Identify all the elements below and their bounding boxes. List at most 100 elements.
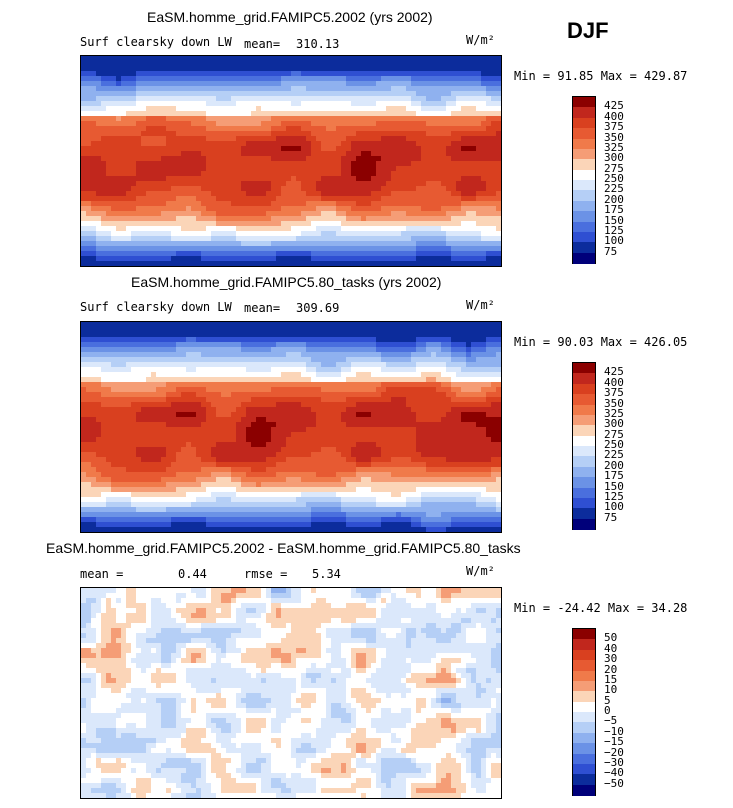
colorbar-cell xyxy=(573,404,595,416)
colorbar-cell xyxy=(573,394,595,405)
colorbar-cell xyxy=(573,732,595,744)
colorbar-tick-label: 175 xyxy=(604,469,624,483)
panel-1-map xyxy=(80,55,502,267)
colorbar-cell xyxy=(573,743,595,754)
colorbar-tick-label: −5 xyxy=(604,714,618,728)
season-label: DJF xyxy=(567,18,609,43)
colorbar-tick-label: 75 xyxy=(604,244,618,258)
panel-2-minmax: Min = 90.03 Max = 426.05 xyxy=(514,335,688,349)
colorbar-cell xyxy=(573,414,595,426)
panel-2-colorbar xyxy=(572,362,596,530)
panel-3-title: EaSM.homme_grid.FAMIPC5.2002 - EaSM.homm… xyxy=(46,540,521,556)
colorbar-tick-label: 0 xyxy=(604,704,611,717)
colorbar-cell xyxy=(573,363,595,374)
colorbar-cell xyxy=(573,784,595,796)
field-raster xyxy=(81,322,501,532)
colorbar-cell xyxy=(573,670,595,682)
panel-3-map xyxy=(80,587,502,799)
colorbar-tick-label: 375 xyxy=(604,120,624,134)
panel-3-mean-value: 0.44 xyxy=(178,567,207,581)
colorbar-tick-label: 350 xyxy=(604,130,624,144)
colorbar-cell xyxy=(573,446,595,457)
colorbar-cell xyxy=(573,117,595,129)
colorbar-tick-label: 100 xyxy=(604,500,624,514)
panel-1-mean-value: 310.13 xyxy=(296,37,340,51)
panel-1-title: EaSM.homme_grid.FAMIPC5.2002 (yrs 2002) xyxy=(147,9,433,25)
colorbar-tick-label: 225 xyxy=(604,448,624,462)
field-raster xyxy=(81,588,501,798)
colorbar-cell xyxy=(573,691,595,703)
colorbar-cell xyxy=(573,722,595,734)
panel-3-units: W/m² xyxy=(466,564,495,578)
panel-1-units: W/m² xyxy=(466,33,495,47)
colorbar-cell xyxy=(573,148,595,160)
colorbar-cell xyxy=(573,660,595,671)
panel-2-map xyxy=(80,321,502,533)
panel-2-units: W/m² xyxy=(466,298,495,312)
panel-2-title: EaSM.homme_grid.FAMIPC5.80_tasks (yrs 20… xyxy=(131,274,442,290)
colorbar-tick-label: 425 xyxy=(604,99,624,113)
colorbar-tick-label: 250 xyxy=(604,438,624,451)
colorbar-tick-label: 100 xyxy=(604,234,624,248)
colorbar-cell xyxy=(573,774,595,786)
panel-1-mean-label: mean= xyxy=(244,37,281,51)
panel-2-variable: Surf clearsky down LW xyxy=(80,300,232,314)
colorbar-tick-label: −10 xyxy=(604,724,624,738)
colorbar-tick-label: 425 xyxy=(604,365,624,379)
colorbar-cell xyxy=(573,138,595,150)
colorbar-tick-label: 250 xyxy=(604,172,624,185)
colorbar-cell xyxy=(573,383,595,395)
colorbar-tick-label: 175 xyxy=(604,203,624,217)
colorbar-cell xyxy=(573,649,595,661)
colorbar-tick-label: 300 xyxy=(604,417,624,431)
colorbar-tick-label: 15 xyxy=(604,672,618,686)
colorbar-tick-label: 125 xyxy=(604,223,624,237)
colorbar-tick-label: −40 xyxy=(604,766,624,780)
colorbar-cell xyxy=(573,508,595,520)
colorbar-cell xyxy=(573,456,595,468)
colorbar-cell xyxy=(573,211,595,222)
colorbar-cell xyxy=(573,373,595,385)
panel-3-minmax: Min = -24.42 Max = 34.28 xyxy=(514,601,688,615)
colorbar-tick-label: −20 xyxy=(604,745,624,759)
panel-3-colorbar xyxy=(572,628,596,796)
colorbar-cell xyxy=(573,763,595,775)
colorbar-cell xyxy=(573,252,595,264)
colorbar-tick-label: 125 xyxy=(604,489,624,503)
colorbar-tick-label: −30 xyxy=(604,755,624,769)
colorbar-tick-label: 150 xyxy=(604,213,624,227)
colorbar-cell xyxy=(573,701,595,713)
colorbar-tick-label: 375 xyxy=(604,386,624,400)
panel-1-colorbar xyxy=(572,96,596,264)
colorbar-tick-label: 325 xyxy=(604,406,624,420)
colorbar-tick-label: 20 xyxy=(604,662,618,676)
colorbar-cell xyxy=(573,97,595,108)
colorbar-cell xyxy=(573,680,595,692)
colorbar-tick-label: 200 xyxy=(604,458,624,472)
colorbar-tick-label: 325 xyxy=(604,140,624,154)
colorbar-cell xyxy=(573,518,595,530)
colorbar-cell xyxy=(573,425,595,437)
panel-1-variable: Surf clearsky down LW xyxy=(80,35,232,49)
panel-3-mean-label: mean = xyxy=(80,567,124,581)
panel-1-minmax: Min = 91.85 Max = 429.87 xyxy=(514,69,688,83)
colorbar-cell xyxy=(573,180,595,191)
colorbar-tick-label: 40 xyxy=(604,641,618,655)
colorbar-cell xyxy=(573,753,595,765)
colorbar-tick-label: 30 xyxy=(604,652,618,666)
panel-2-mean-value: 309.69 xyxy=(296,301,340,315)
colorbar-cell xyxy=(573,169,595,181)
colorbar-tick-label: −15 xyxy=(604,735,624,749)
colorbar-cell xyxy=(573,487,595,499)
colorbar-cell xyxy=(573,242,595,254)
colorbar-tick-label: 300 xyxy=(604,151,624,165)
colorbar-tick-label: 400 xyxy=(604,375,624,389)
colorbar-cell xyxy=(573,477,595,488)
colorbar-cell xyxy=(573,231,595,243)
colorbar-tick-label: 350 xyxy=(604,396,624,410)
field-raster xyxy=(81,56,501,266)
colorbar-cell xyxy=(573,466,595,478)
colorbar-tick-label: 50 xyxy=(604,631,618,645)
colorbar-tick-label: 400 xyxy=(604,109,624,123)
colorbar-cell xyxy=(573,128,595,139)
